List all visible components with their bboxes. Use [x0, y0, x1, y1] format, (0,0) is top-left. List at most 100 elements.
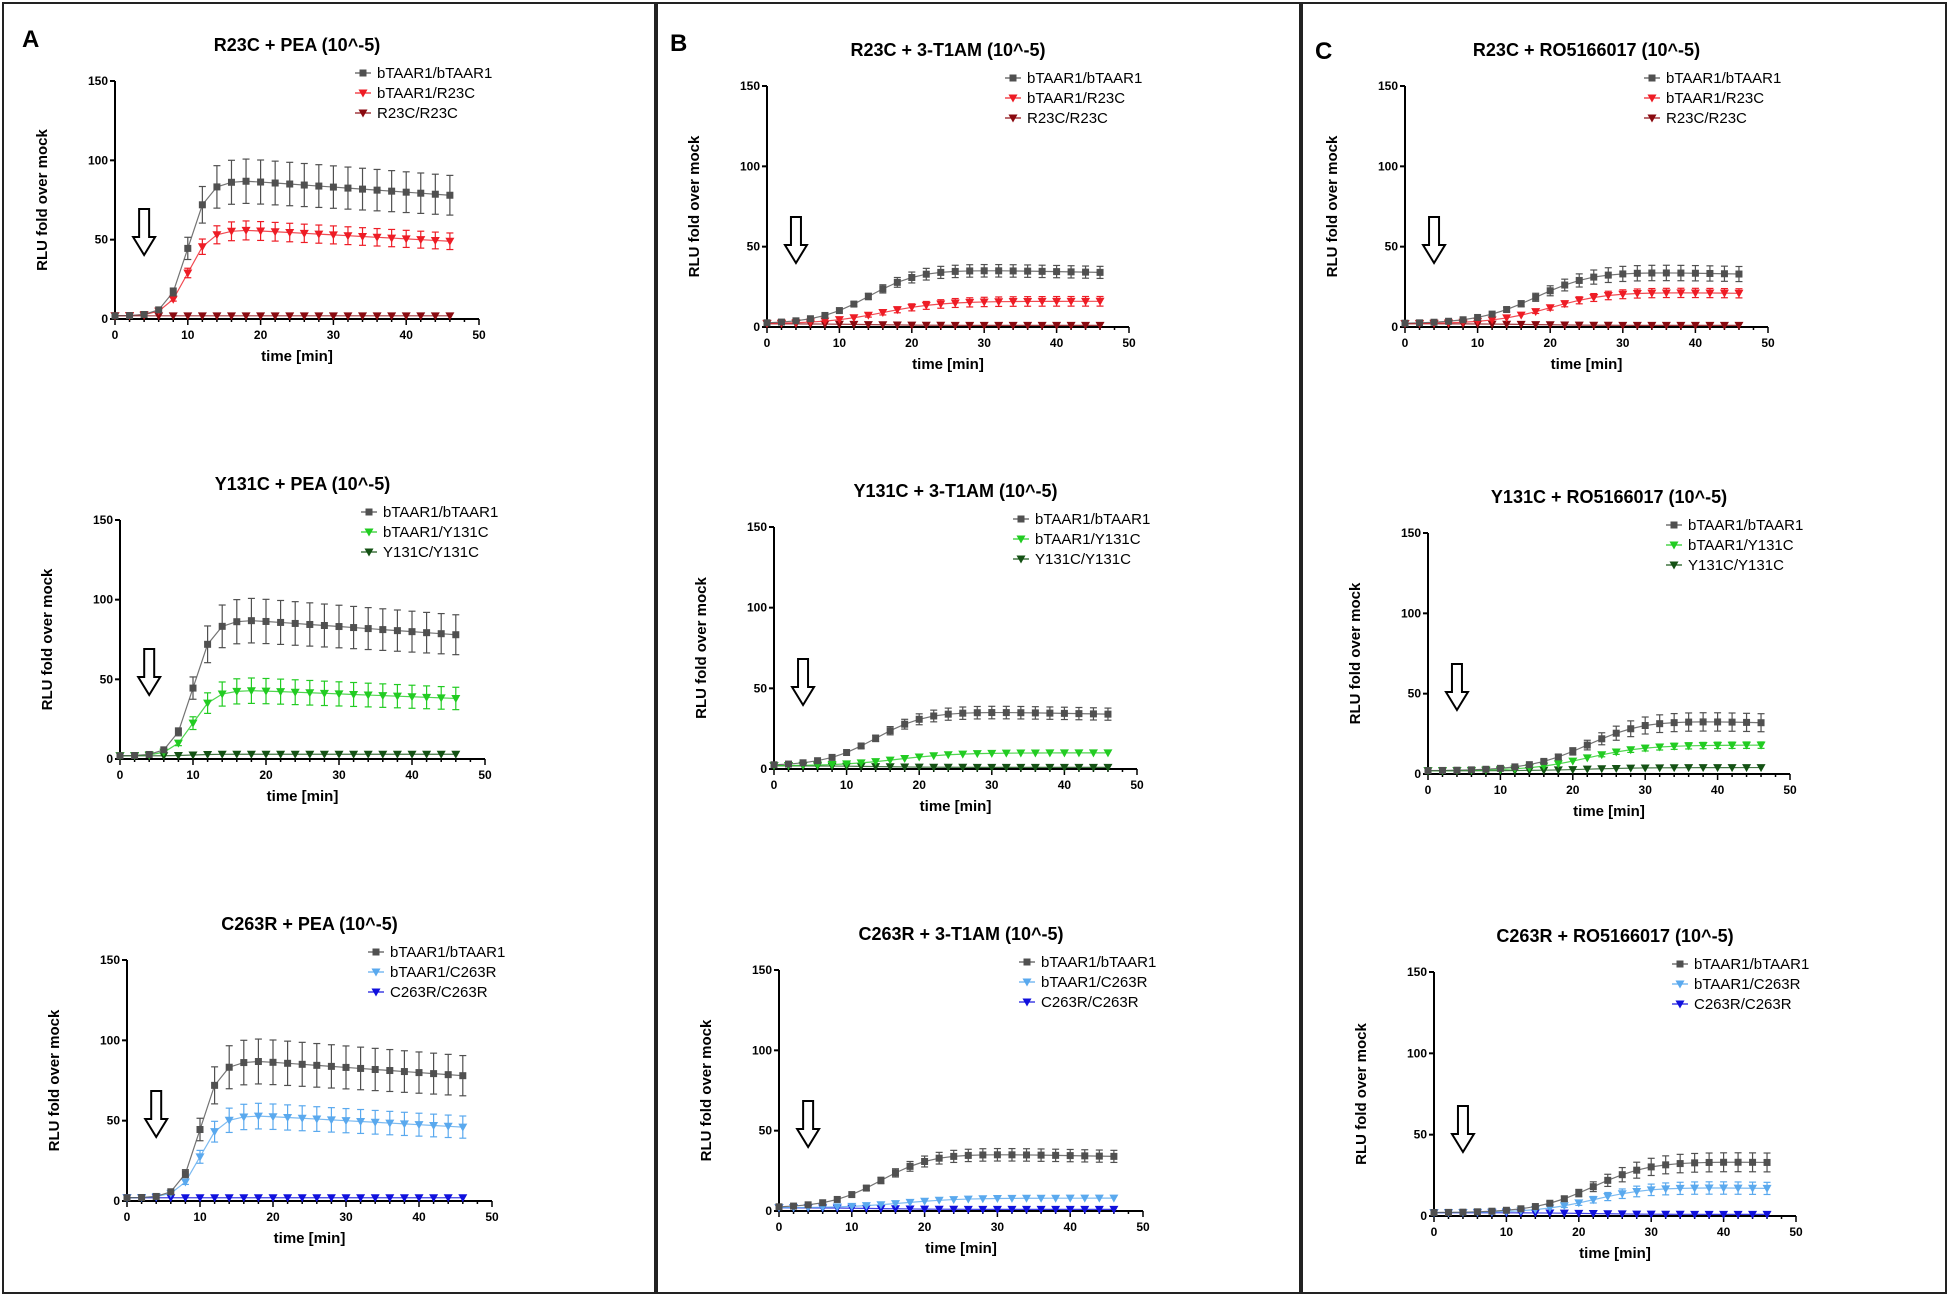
data-point	[966, 267, 974, 275]
data-point	[276, 688, 286, 697]
data-point	[994, 298, 1004, 307]
data-point	[217, 750, 227, 759]
chart-title: C263R + 3-T1AM (10^-5)	[858, 924, 1063, 944]
data-point	[1684, 742, 1694, 751]
data-point	[1017, 709, 1025, 717]
data-point	[963, 1195, 973, 1204]
x-tick-label: 0	[112, 328, 119, 342]
data-point	[111, 312, 119, 320]
legend-marker	[1008, 114, 1018, 123]
data-point	[378, 750, 388, 759]
x-tick-label: 50	[1789, 1225, 1803, 1239]
data-point	[944, 710, 952, 718]
data-point	[806, 315, 814, 323]
data-point	[269, 1058, 277, 1066]
data-point	[1075, 710, 1083, 718]
data-point	[327, 1062, 335, 1070]
data-point	[363, 750, 373, 759]
data-point	[1109, 1205, 1119, 1214]
chart-title: R23C + PEA (10^-5)	[214, 35, 380, 55]
y-tick-label: 100	[747, 601, 767, 615]
y-tick-label: 50	[759, 1124, 773, 1138]
data-point	[126, 312, 134, 320]
data-point	[1095, 1152, 1103, 1160]
data-point	[785, 760, 793, 768]
legend-label: R23C/R23C	[1666, 110, 1747, 127]
x-tick-label: 20	[913, 778, 927, 792]
data-point	[239, 1113, 249, 1122]
legend-label: C263R/C263R	[390, 984, 488, 1001]
data-point	[1001, 749, 1011, 758]
data-point	[905, 1205, 915, 1214]
data-point	[1675, 1184, 1685, 1193]
data-point	[195, 1153, 205, 1162]
chart-title: Y131C + 3-T1AM (10^-5)	[853, 481, 1057, 501]
data-point	[1748, 1184, 1758, 1193]
y-tick-label: 150	[93, 513, 113, 527]
data-point	[328, 312, 338, 321]
data-point	[204, 640, 212, 648]
data-point	[445, 312, 455, 321]
data-point	[1583, 741, 1591, 749]
data-point	[950, 1152, 958, 1160]
data-point	[1662, 269, 1670, 277]
data-point	[1502, 314, 1512, 323]
data-point	[299, 312, 309, 321]
data-point	[1046, 709, 1054, 717]
legend-label: bTAAR1/Y131C	[1035, 531, 1141, 548]
data-point	[1661, 1185, 1671, 1194]
data-point	[1525, 761, 1533, 769]
data-point	[1103, 763, 1113, 772]
data-point	[1632, 1210, 1642, 1219]
data-point	[958, 763, 968, 772]
data-point	[820, 317, 830, 326]
x-tick-label: 30	[332, 768, 346, 782]
data-point	[1719, 1184, 1729, 1193]
data-point	[995, 267, 1003, 275]
data-point	[1617, 1210, 1627, 1219]
data-point	[1728, 718, 1736, 726]
legend-marker	[364, 548, 374, 557]
y-tick-label: 150	[740, 79, 760, 93]
data-point	[1022, 1194, 1032, 1203]
data-point	[1036, 1205, 1046, 1214]
x-tick-label: 50	[1136, 1220, 1150, 1234]
legend-marker	[358, 89, 368, 98]
data-point	[446, 191, 454, 199]
legend-marker	[1017, 515, 1025, 523]
data-point	[1060, 709, 1068, 717]
down-arrow-icon	[1450, 1105, 1476, 1154]
data-point	[1081, 321, 1091, 330]
data-point	[416, 236, 426, 245]
data-point	[387, 312, 397, 321]
data-point	[1719, 289, 1729, 298]
data-point	[1104, 710, 1112, 718]
data-point	[277, 618, 285, 626]
data-point	[1531, 321, 1541, 330]
data-point	[1007, 1194, 1017, 1203]
y-tick-label: 50	[747, 240, 761, 254]
data-point	[1540, 757, 1548, 765]
x-axis-label: time [min]	[1551, 356, 1623, 373]
data-point	[315, 182, 323, 190]
data-point	[431, 190, 439, 198]
x-axis-label: time [min]	[1579, 1245, 1651, 1262]
data-point	[1002, 709, 1010, 717]
y-axis-label: RLU fold over mock	[39, 568, 56, 710]
data-point	[1553, 766, 1563, 775]
y-axis-label: RLU fold over mock	[34, 128, 51, 270]
data-point	[314, 230, 324, 239]
data-point	[1733, 1210, 1743, 1219]
data-point	[1024, 267, 1032, 275]
data-point	[423, 629, 431, 637]
legend-label: bTAAR1/R23C	[377, 85, 475, 102]
down-arrow-icon	[795, 1100, 821, 1149]
y-tick-label: 150	[88, 74, 108, 88]
data-point	[213, 183, 221, 191]
data-point	[1588, 1210, 1598, 1219]
y-axis-label: RLU fold over mock	[693, 576, 710, 718]
legend-marker	[1016, 535, 1026, 544]
